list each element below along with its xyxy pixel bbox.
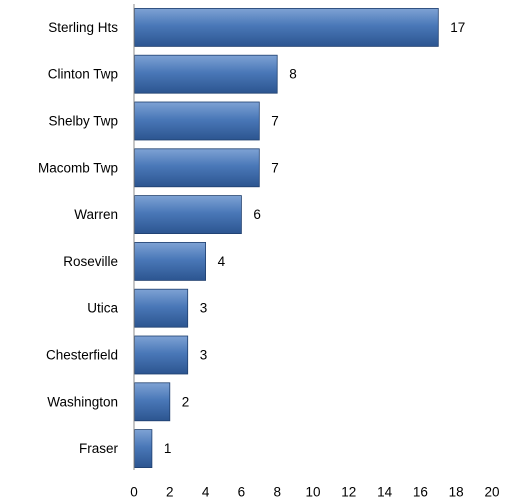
category-label-clinton-twp: Clinton Twp (48, 67, 118, 82)
category-label-washington: Washington (47, 394, 118, 409)
x-tick-label: 12 (341, 485, 356, 500)
bar-utica (134, 288, 189, 328)
bars-layer (134, 7, 439, 469)
category-label-warren: Warren (74, 207, 118, 222)
category-label-macomb-twp: Macomb Twp (38, 160, 118, 175)
x-tick-label: 8 (273, 485, 281, 500)
bar-macomb-twp (134, 148, 260, 188)
x-tick-label: 0 (130, 485, 138, 500)
x-tick-label: 16 (413, 485, 428, 500)
bar-clinton-twp (134, 54, 278, 94)
bar-sterling-hts (134, 7, 439, 47)
value-label-utica: 3 (200, 301, 208, 316)
x-tick-label: 20 (484, 485, 499, 500)
value-label-chesterfield: 3 (200, 348, 208, 363)
category-label-sterling-hts: Sterling Hts (48, 20, 118, 35)
category-label-fraser: Fraser (79, 441, 119, 456)
value-labels: 17 8 7 7 6 4 3 3 2 1 (164, 20, 465, 456)
category-label-utica: Utica (87, 301, 118, 316)
bar-chesterfield (134, 335, 189, 375)
value-label-macomb-twp: 7 (271, 160, 279, 175)
x-tick-label: 2 (166, 485, 174, 500)
category-labels: Sterling Hts Clinton Twp Shelby Twp Macomb … (38, 20, 119, 456)
value-label-roseville: 4 (218, 254, 226, 269)
value-label-clinton-twp: 8 (289, 67, 297, 82)
x-axis-tick-labels: 0 2 4 6 8 10 12 14 16 18 20 (130, 485, 499, 500)
value-label-washington: 2 (182, 394, 190, 409)
x-tick-label: 14 (377, 485, 393, 500)
value-label-shelby-twp: 7 (271, 114, 279, 129)
bar-warren (134, 195, 242, 235)
bar-shelby-twp (134, 101, 260, 141)
category-label-shelby-twp: Shelby Twp (48, 114, 118, 129)
x-tick-label: 10 (305, 485, 320, 500)
bar-roseville (134, 241, 206, 281)
value-label-warren: 6 (253, 207, 261, 222)
bar-washington (134, 382, 171, 422)
category-label-chesterfield: Chesterfield (46, 348, 118, 363)
x-tick-label: 4 (202, 485, 210, 500)
category-label-roseville: Roseville (63, 254, 118, 269)
x-tick-label: 6 (238, 485, 246, 500)
bar-fraser (134, 429, 153, 469)
value-label-sterling-hts: 17 (450, 20, 465, 35)
value-label-fraser: 1 (164, 441, 172, 456)
x-tick-label: 18 (449, 485, 464, 500)
